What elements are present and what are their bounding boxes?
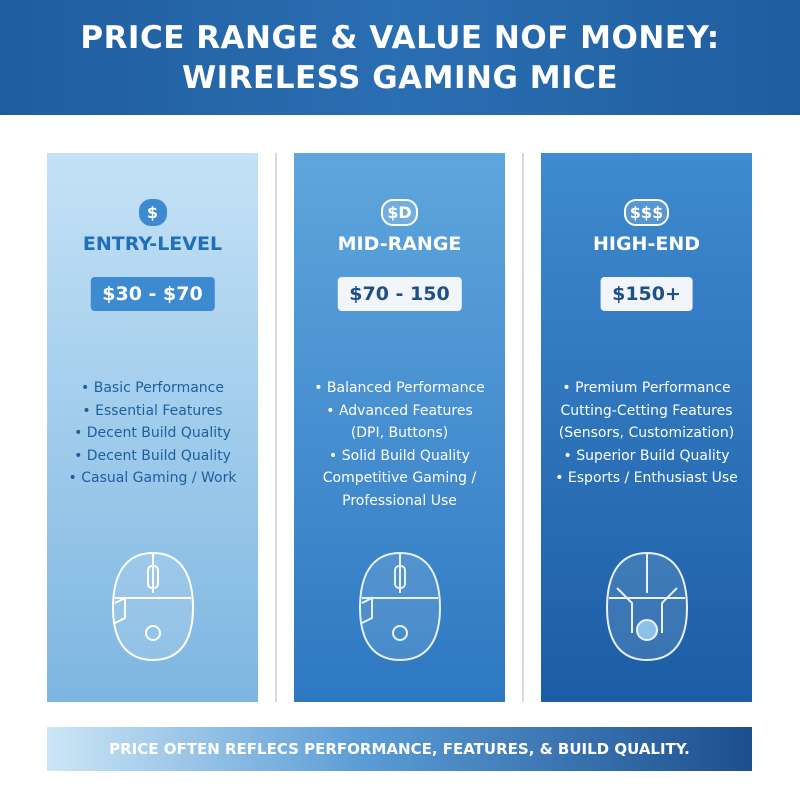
- feature-text: (Sensors, Customization): [558, 425, 735, 441]
- icon-badge: $$$: [623, 199, 670, 226]
- feature-text: Advanced Features: [338, 402, 473, 419]
- feature-line: • Solid Build Quality: [294, 445, 505, 468]
- feature-line: • Casual Gaming / Work: [47, 467, 258, 490]
- tier-name: MID-RANGE: [337, 233, 462, 255]
- feature-text: (DPI, Buttons): [350, 425, 449, 441]
- divider: [522, 153, 524, 702]
- tier-card: $ ENTRY-LEVEL $30 - $70 • Basic Performance…: [47, 153, 258, 702]
- footer: PRICE OFTEN REFLECS PERFORMANCE, FEATURE…: [47, 727, 752, 771]
- feature-text: Solid Build Quality: [341, 447, 470, 464]
- tier-name: ENTRY-LEVEL: [82, 233, 223, 255]
- bullet: •: [555, 470, 568, 486]
- bullet: •: [82, 402, 96, 419]
- feature-text: Professional Use: [342, 492, 457, 509]
- icon-badge: $D: [381, 199, 418, 226]
- bullet: •: [326, 402, 339, 419]
- bullet: •: [562, 380, 576, 396]
- tier-icon: $$$: [541, 199, 752, 226]
- feature-text: Superior Build Quality: [576, 447, 730, 464]
- feature-text: Casual Gaming / Work: [81, 470, 237, 486]
- tier-card: $D MID-RANGE $70 - 150 • Balanced Performan…: [294, 153, 505, 702]
- feature-line: • Advanced Features: [294, 400, 505, 423]
- title-line: WIRELESS GAMING MICE: [181, 60, 619, 96]
- feature-line: Competitive Gaming /: [294, 467, 505, 490]
- mouse: [103, 548, 203, 672]
- divider: [275, 153, 277, 702]
- mouse-icon: [358, 551, 441, 662]
- bullet: •: [74, 447, 87, 464]
- feature-list: • Balanced Performance • Advanced Feature…: [294, 377, 505, 512]
- feature-text: Cutting-Cetting Features: [560, 402, 733, 419]
- tier-icon: $: [47, 199, 258, 226]
- feature-line: Professional Use: [294, 490, 505, 513]
- feature-line: • Essential Features: [47, 400, 258, 423]
- mouse-icon: [111, 551, 194, 662]
- feature-list: • Basic Performance • Essential Features •…: [47, 377, 258, 490]
- feature-text: Essential Features: [95, 402, 223, 419]
- feature-line: • Basic Performance: [47, 377, 258, 400]
- price-tag: $30 - $70: [90, 277, 215, 311]
- bullet: •: [81, 380, 94, 396]
- feature-text: Decent Build Quality: [86, 425, 231, 441]
- feature-line: • Decent Build Quality: [47, 445, 258, 468]
- bullet: •: [314, 380, 327, 396]
- mouse-icon: [605, 551, 688, 662]
- feature-line: (DPI, Buttons): [294, 422, 505, 445]
- bullet: •: [74, 425, 87, 441]
- title-line: PRICE RANGE & VALUE NOF MONEY:: [80, 20, 720, 56]
- tier-name: HIGH-END: [592, 233, 700, 255]
- feature-line: (Sensors, Customization): [541, 422, 752, 445]
- header: PRICE RANGE & VALUE NOF MONEY: WIRELESS …: [0, 0, 800, 115]
- feature-line: • Esports / Enthusiast Use: [541, 467, 752, 490]
- price-tag: $70 - 150: [337, 277, 462, 311]
- bullet: •: [68, 470, 82, 486]
- feature-text: Balanced Performance: [326, 380, 485, 396]
- price-tag: $150+: [600, 277, 693, 311]
- feature-list: • Premium Performance Cutting-Cetting Fea…: [541, 377, 752, 490]
- bullet: •: [563, 447, 577, 464]
- feature-line: • Premium Performance: [541, 377, 752, 400]
- feature-text: Esports / Enthusiast Use: [567, 470, 738, 486]
- feature-text: Decent Build Quality: [86, 447, 231, 464]
- feature-text: Basic Performance: [93, 380, 224, 396]
- mouse: [597, 548, 697, 672]
- feature-text: Premium Performance: [575, 380, 731, 396]
- tier-icon: $D: [294, 199, 505, 226]
- feature-line: • Decent Build Quality: [47, 422, 258, 445]
- feature-text: Competitive Gaming /: [322, 470, 477, 486]
- feature-line: • Balanced Performance: [294, 377, 505, 400]
- feature-line: • Superior Build Quality: [541, 445, 752, 468]
- feature-line: Cutting-Cetting Features: [541, 400, 752, 423]
- bullet: •: [329, 447, 342, 464]
- mouse: [350, 548, 450, 672]
- tier-card: $$$ HIGH-END $150+ • Premium Performance Cut…: [541, 153, 752, 702]
- icon-badge: $: [138, 199, 167, 226]
